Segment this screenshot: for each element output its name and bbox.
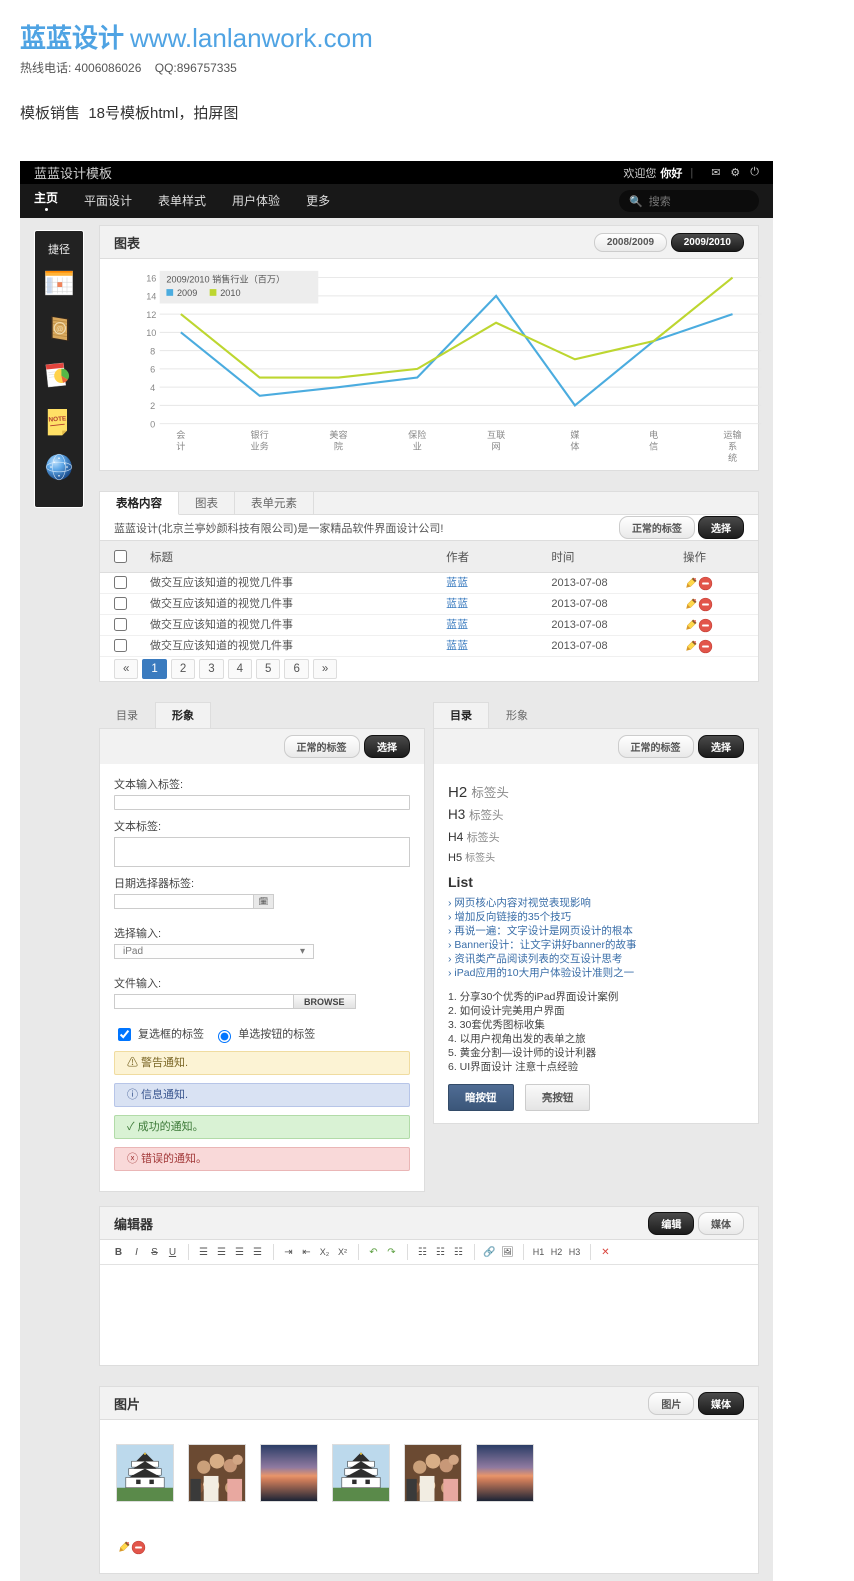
svg-text:业务: 业务 (251, 441, 269, 452)
svg-text:2009/2010 销售行业（百万）: 2009/2010 销售行业（百万） (166, 273, 285, 284)
svg-text:16: 16 (146, 273, 156, 283)
svg-text:电: 电 (649, 429, 658, 440)
svg-text:互联: 互联 (487, 430, 505, 440)
svg-text:10: 10 (146, 328, 156, 338)
svg-text:会: 会 (176, 429, 185, 440)
svg-text:银行: 银行 (251, 429, 269, 440)
svg-text:保险: 保险 (408, 429, 426, 440)
svg-text:@: @ (56, 324, 63, 333)
svg-text:计: 计 (176, 441, 185, 452)
svg-text:美容: 美容 (329, 429, 347, 440)
svg-text:0: 0 (150, 420, 155, 430)
svg-text:NOTE: NOTE (48, 415, 67, 423)
svg-text:系: 系 (728, 442, 737, 452)
svg-text:14: 14 (146, 292, 156, 302)
svg-text:6: 6 (150, 365, 155, 375)
svg-text:业: 业 (413, 442, 422, 452)
svg-text:媒: 媒 (570, 429, 579, 440)
svg-text:8: 8 (150, 346, 155, 356)
svg-text:体: 体 (570, 441, 579, 452)
svg-text:网: 网 (492, 442, 501, 452)
svg-text:2009: 2009 (177, 288, 197, 298)
svg-text:2: 2 (150, 401, 155, 411)
svg-text:2010: 2010 (220, 288, 240, 298)
svg-text:信: 信 (649, 441, 658, 452)
svg-text:4: 4 (150, 383, 155, 393)
svg-text:院: 院 (334, 441, 343, 452)
svg-text:12: 12 (146, 310, 156, 320)
svg-text:运输: 运输 (723, 429, 741, 440)
svg-text:统: 统 (728, 452, 737, 463)
